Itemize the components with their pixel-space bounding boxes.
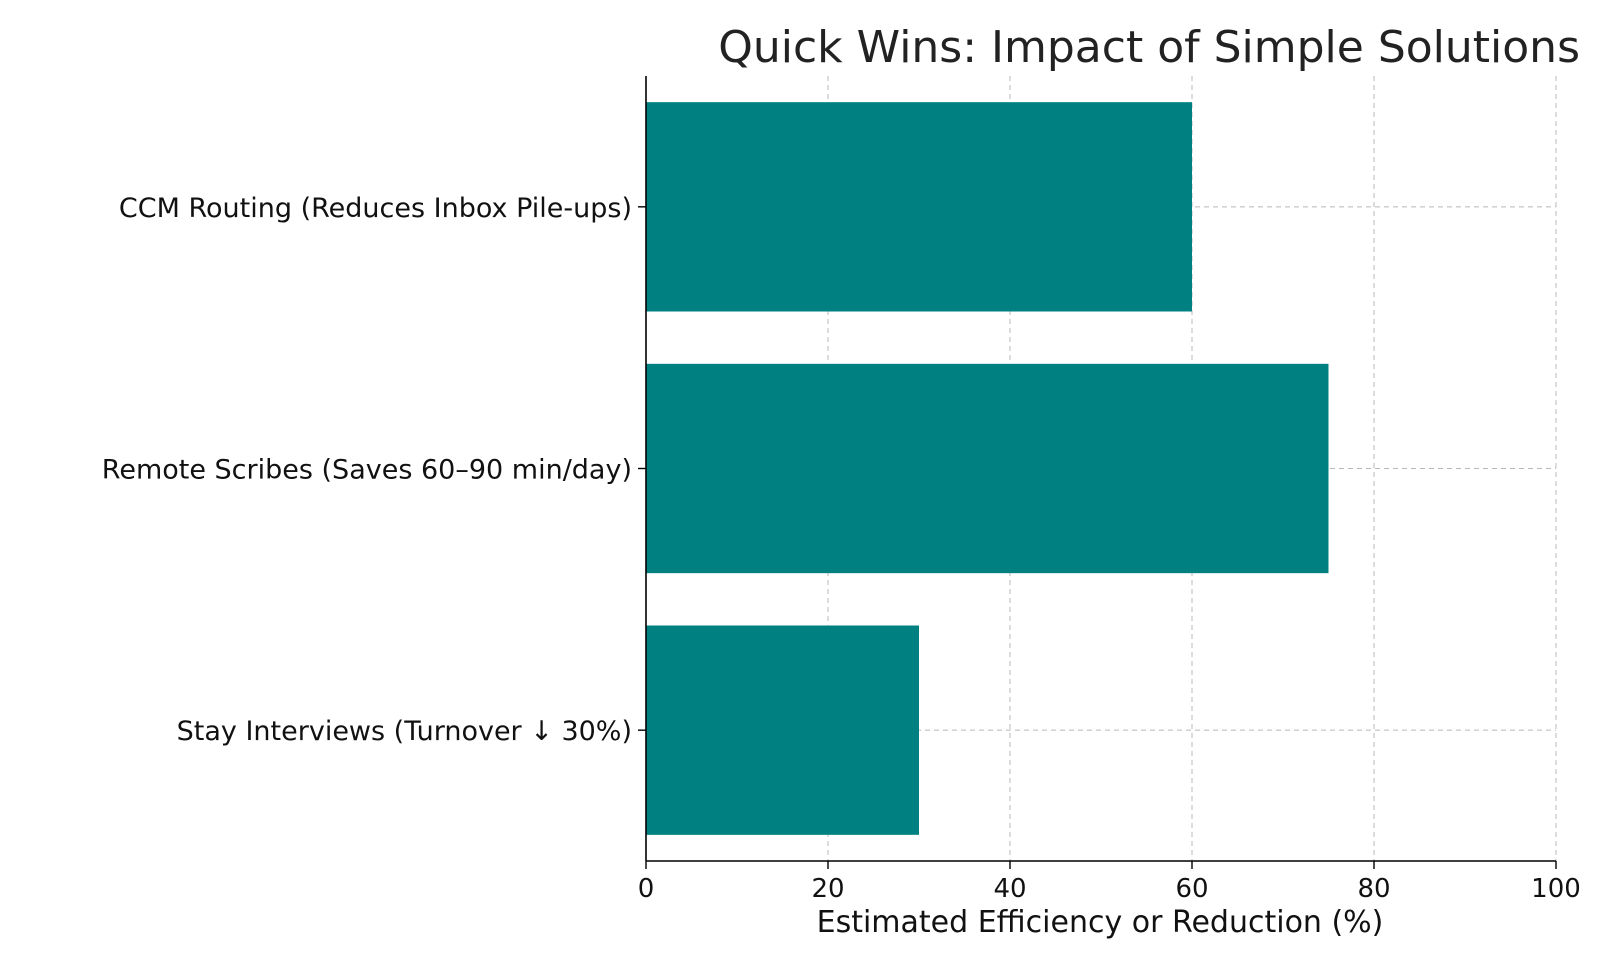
x-tick-label-60: 60: [1175, 874, 1208, 904]
bar-3: [646, 625, 919, 835]
x-tick-label-100: 100: [1531, 874, 1581, 904]
category-label-2: Remote Scribes (Saves 60–90 min/day): [102, 455, 632, 486]
bars: [646, 102, 1329, 835]
category-labels: CCM Routing (Reduces Inbox Pile-ups) Remo…: [102, 193, 632, 747]
x-tick-label-40: 40: [993, 874, 1026, 904]
axes: [638, 76, 1557, 869]
x-tick-label-80: 80: [1357, 874, 1390, 904]
category-label-1: CCM Routing (Reduces Inbox Pile-ups): [119, 193, 632, 224]
category-label-3: Stay Interviews (Turnover ↓ 30%): [177, 716, 632, 747]
bar-1: [646, 102, 1192, 312]
bar-2: [646, 363, 1329, 574]
x-axis-label: Estimated Efficiency or Reduction (%): [817, 905, 1384, 940]
chart-title: Quick Wins: Impact of Simple Solutions: [718, 22, 1580, 73]
x-tick-label-20: 20: [811, 874, 844, 904]
x-tick-label-0: 0: [638, 874, 655, 904]
tick-labels: 0 20 40 60 80 100: [638, 874, 1581, 904]
